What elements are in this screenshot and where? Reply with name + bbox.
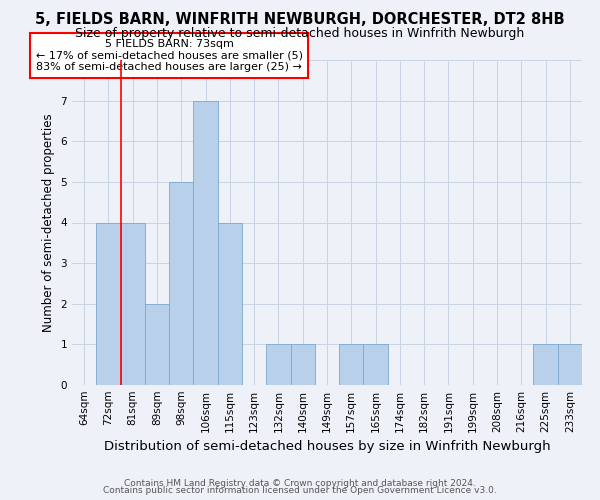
Bar [533, 344, 558, 385]
Bar [558, 344, 582, 385]
Bar [266, 344, 290, 385]
Y-axis label: Number of semi-detached properties: Number of semi-detached properties [42, 113, 55, 332]
Bar [339, 344, 364, 385]
Bar [96, 222, 121, 385]
Bar [218, 222, 242, 385]
Bar [290, 344, 315, 385]
Bar [364, 344, 388, 385]
X-axis label: Distribution of semi-detached houses by size in Winfrith Newburgh: Distribution of semi-detached houses by … [104, 440, 550, 454]
Bar [121, 222, 145, 385]
Bar [193, 100, 218, 385]
Bar [145, 304, 169, 385]
Text: Contains public sector information licensed under the Open Government Licence v3: Contains public sector information licen… [103, 486, 497, 495]
Text: 5 FIELDS BARN: 73sqm
← 17% of semi-detached houses are smaller (5)
83% of semi-d: 5 FIELDS BARN: 73sqm ← 17% of semi-detac… [35, 39, 302, 72]
Text: Contains HM Land Registry data © Crown copyright and database right 2024.: Contains HM Land Registry data © Crown c… [124, 478, 476, 488]
Text: 5, FIELDS BARN, WINFRITH NEWBURGH, DORCHESTER, DT2 8HB: 5, FIELDS BARN, WINFRITH NEWBURGH, DORCH… [35, 12, 565, 28]
Text: Size of property relative to semi-detached houses in Winfrith Newburgh: Size of property relative to semi-detach… [76, 28, 524, 40]
Bar [169, 182, 193, 385]
